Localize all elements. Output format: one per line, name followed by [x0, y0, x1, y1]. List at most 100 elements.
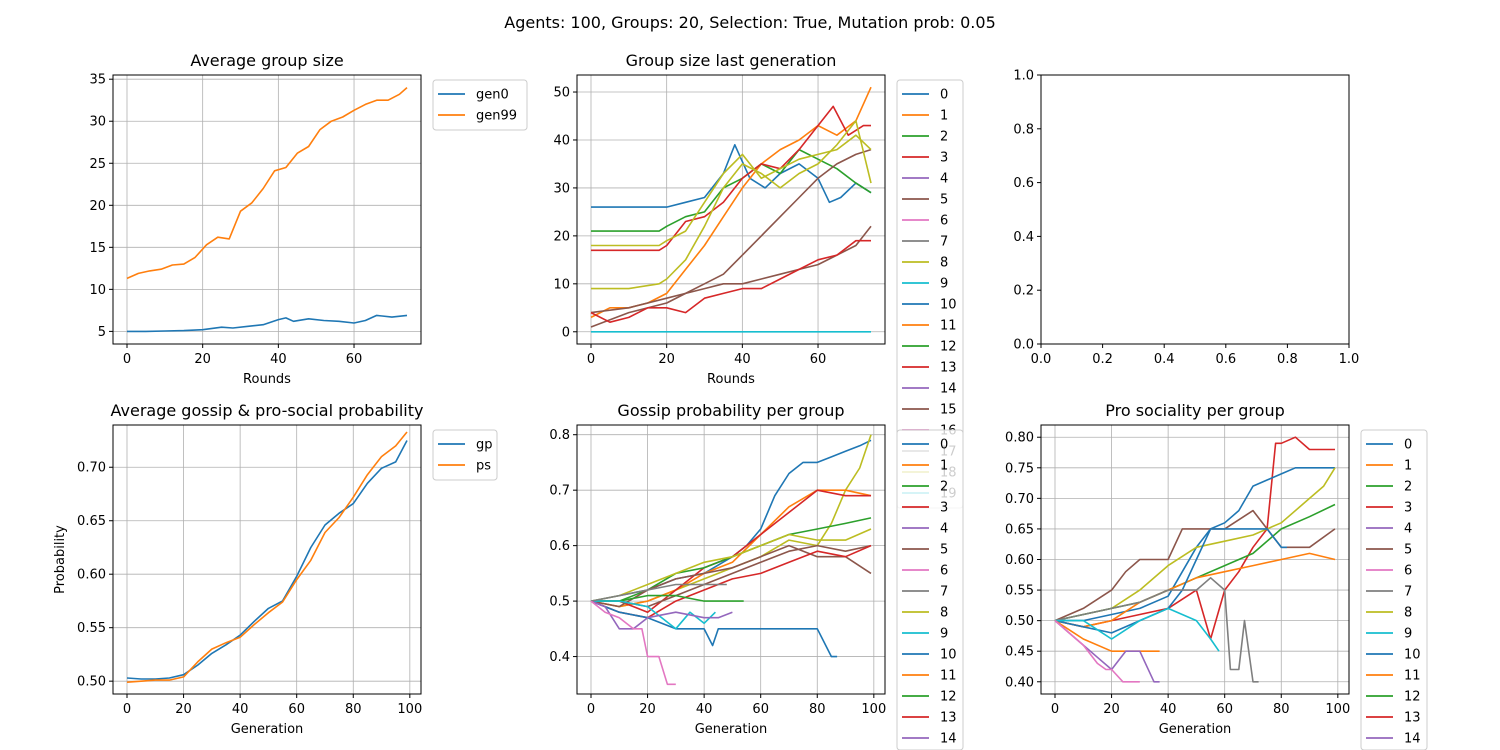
y-tick-label: 0.45	[1005, 645, 1034, 660]
y-tick-label: 0.75	[1005, 461, 1034, 476]
y-tick-label: 0.2	[1013, 284, 1034, 299]
x-tick-label: 60	[752, 702, 769, 717]
legend-label-0: 0	[1404, 438, 1412, 453]
y-tick-label: 1.0	[1013, 69, 1034, 84]
y-tick-label: 0.55	[77, 621, 106, 636]
y-tick-label: 0.50	[1005, 614, 1034, 629]
legend-label-3: 3	[940, 501, 948, 516]
x-tick-label: 100	[861, 702, 886, 717]
legend-label-13: 13	[940, 361, 957, 376]
legend-label-5: 5	[940, 543, 948, 558]
y-tick-label: 0.7	[549, 484, 570, 499]
series-line-8	[590, 434, 872, 608]
y-tick-label: 0.0	[1013, 338, 1034, 353]
series-line-9	[1055, 607, 1220, 652]
y-tick-label: 0.4	[549, 650, 570, 665]
y-tick-label: 0.50	[77, 675, 106, 690]
subplot-title: Pro sociality per group	[1105, 401, 1285, 420]
legend-label-gen99: gen99	[476, 109, 517, 124]
y-tick-label: 0.80	[1005, 431, 1034, 446]
legend-label-6: 6	[940, 564, 948, 579]
x-tick-label: 40	[1160, 702, 1177, 717]
x-axis-label: Rounds	[707, 372, 755, 387]
axes-frame	[112, 74, 422, 345]
legend: gp ps	[432, 429, 498, 481]
series-line-2	[591, 594, 744, 602]
legend-box	[432, 429, 498, 481]
x-tick-label: 40	[696, 702, 713, 717]
series-line-5	[590, 544, 872, 608]
x-tick-label: 0.8	[1277, 352, 1298, 367]
legend-label-11: 11	[940, 319, 957, 334]
series-group	[126, 431, 408, 683]
legend-label-9: 9	[940, 277, 948, 292]
series-line-13	[1054, 436, 1335, 640]
y-tick-label: 0.8	[549, 428, 570, 443]
legend-label-7: 7	[1404, 585, 1412, 600]
legend-label-3: 3	[940, 151, 948, 166]
x-tick-label: 20	[175, 702, 192, 717]
legend: 012345678910111213141516171819	[896, 79, 964, 509]
axes-frame	[112, 424, 422, 695]
x-tick-label: 20	[194, 352, 211, 367]
series-line-10	[590, 439, 872, 602]
series-line-10	[1055, 466, 1335, 622]
legend-label-8: 8	[940, 606, 948, 621]
y-tick-label: 30	[553, 181, 570, 196]
y-tick-label: 15	[89, 241, 106, 256]
y-tick-label: 10	[89, 283, 106, 298]
series-line-10	[591, 144, 872, 208]
y-tick-label: 0.40	[1005, 675, 1034, 690]
x-tick-label: 20	[1103, 702, 1120, 717]
subplot-5: 0 20 40 60 80 1000.400.450.500.550.600.650.70…	[1005, 401, 1428, 750]
x-axis-label: Generation	[695, 722, 768, 737]
series-line-gp	[126, 440, 408, 680]
x-tick-label: 80	[345, 702, 362, 717]
y-tick-label: 10	[553, 277, 570, 292]
subplot-title: Average group size	[190, 51, 343, 70]
x-tick-label: 40	[232, 702, 249, 717]
legend-label-9: 9	[940, 627, 948, 642]
x-tick-label: 20	[658, 352, 675, 367]
y-tick-label: 0.55	[1005, 584, 1034, 599]
x-tick-label: 20	[639, 702, 656, 717]
series-line-ps	[126, 431, 408, 683]
x-tick-label: 0.0	[1031, 352, 1052, 367]
legend-label-5: 5	[1404, 543, 1412, 558]
series-line-7	[590, 583, 727, 602]
legend-label-1: 1	[1404, 459, 1412, 474]
x-axis-label: Generation	[1159, 722, 1232, 737]
subplot-2: 0.0 0.2 0.4 0.6 0.8 1.0 0.0 0.2 0.4 0.6 0.8 1.0	[1013, 69, 1359, 368]
y-tick-label: 5	[98, 325, 106, 340]
legend-label-10: 10	[940, 648, 957, 663]
y-tick-label: 0.6	[549, 539, 570, 554]
legend: gen0 gen99	[432, 79, 528, 131]
series-line-15	[590, 225, 872, 328]
legend-label-11: 11	[940, 669, 957, 684]
x-tick-label: 1.0	[1339, 352, 1360, 367]
y-tick-label: 0.60	[1005, 553, 1034, 568]
x-tick-label: 40	[270, 352, 287, 367]
legend-label-8: 8	[1404, 606, 1412, 621]
y-tick-label: 0.8	[1013, 122, 1034, 137]
axes-frame	[576, 424, 886, 695]
x-tick-label: 60	[1216, 702, 1233, 717]
legend-label-4: 4	[940, 172, 948, 187]
series-line-12	[591, 517, 872, 602]
x-tick-label: 100	[397, 702, 422, 717]
x-tick-label: 0	[587, 702, 595, 717]
series-line-8	[1054, 467, 1336, 622]
x-tick-label: 0.2	[1092, 352, 1113, 367]
series-line-13	[591, 489, 871, 614]
x-tick-label: 0.6	[1215, 352, 1236, 367]
legend-label-0: 0	[940, 438, 948, 453]
y-tick-label: 50	[553, 86, 570, 101]
series-line-9	[591, 600, 716, 630]
legend-label-14: 14	[940, 732, 957, 747]
y-tick-label: 35	[89, 73, 106, 88]
y-tick-label: 25	[89, 157, 106, 172]
